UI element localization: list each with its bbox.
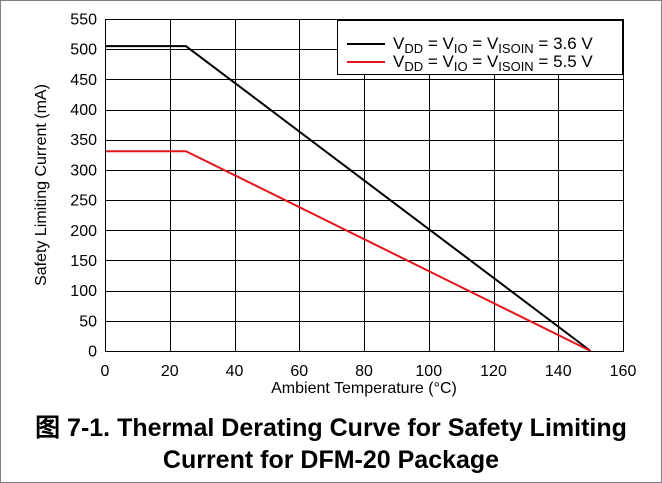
x-tick-label: 0: [101, 363, 110, 380]
legend-swatch: [347, 43, 385, 45]
legend-item: VDD = VIO = VISOIN = 3.6 V: [338, 34, 622, 57]
x-axis: 0 20 40 60 80 100 120 140 160 Ambient Temperature…: [101, 363, 637, 397]
y-tick-label: 400: [70, 102, 97, 119]
legend-label: VDD = VIO = VISOIN = 5.5 V: [393, 52, 593, 75]
x-tick-label: 60: [290, 363, 308, 380]
legend-subscript: DD: [404, 41, 424, 56]
y-tick-label: 150: [70, 253, 97, 270]
x-tick-label: 160: [610, 363, 637, 380]
legend-text: = V: [423, 34, 454, 53]
x-tick-label: 40: [226, 363, 244, 380]
y-axis: 0 50 100 150 200 250 300 350 400 450 500 550 Safety …: [33, 12, 97, 361]
y-tick-label: 500: [70, 42, 97, 59]
legend-subscript: ISOIN: [498, 41, 534, 56]
legend-label: VDD = VIO = VISOIN = 3.6 V: [393, 34, 593, 57]
legend: VDD = VIO = VISOIN = 3.6 V VDD = VIO = VI…: [337, 20, 623, 75]
y-tick-label: 300: [70, 162, 97, 179]
legend-text: = 3.6 V: [533, 34, 593, 53]
legend-subscript: IO: [453, 41, 468, 56]
y-tick-label: 200: [70, 223, 97, 240]
x-tick-label: 100: [415, 363, 442, 380]
x-tick-label: 120: [480, 363, 507, 380]
legend-text: V: [393, 52, 405, 71]
x-tick-label: 80: [355, 363, 373, 380]
series-group: [105, 45, 592, 352]
legend-item: VDD = VIO = VISOIN = 5.5 V: [338, 52, 622, 75]
y-tick-label: 100: [70, 283, 97, 300]
legend-text: = V: [467, 52, 499, 71]
legend-text: = V: [423, 52, 454, 71]
legend-subscript: IO: [453, 59, 468, 74]
y-axis-label: Safety Limiting Current (mA): [33, 84, 50, 286]
legend-subscript: DD: [404, 59, 424, 74]
legend-text: V: [393, 34, 405, 53]
legend-subscript: ISOIN: [498, 59, 534, 74]
x-axis-label: Ambient Temperature (°C): [271, 380, 457, 397]
series-line-1: [105, 45, 592, 352]
y-tick-label: 0: [88, 344, 97, 361]
series-line-2: [105, 150, 592, 352]
legend-text: = V: [467, 34, 499, 53]
legend-text: = 5.5 V: [533, 52, 593, 71]
legend-swatch: [347, 61, 385, 63]
y-tick-label: 550: [70, 12, 97, 29]
y-tick-label: 250: [70, 193, 97, 210]
y-tick-label: 50: [79, 313, 97, 330]
figure-caption: 图 7-1. Thermal Derating Curve for Safety…: [35, 414, 627, 474]
x-tick-label: 20: [161, 363, 179, 380]
plot-area: [105, 19, 624, 352]
x-tick-label: 140: [545, 363, 572, 380]
y-tick-label: 450: [70, 72, 97, 89]
y-tick-label: 350: [70, 132, 97, 149]
